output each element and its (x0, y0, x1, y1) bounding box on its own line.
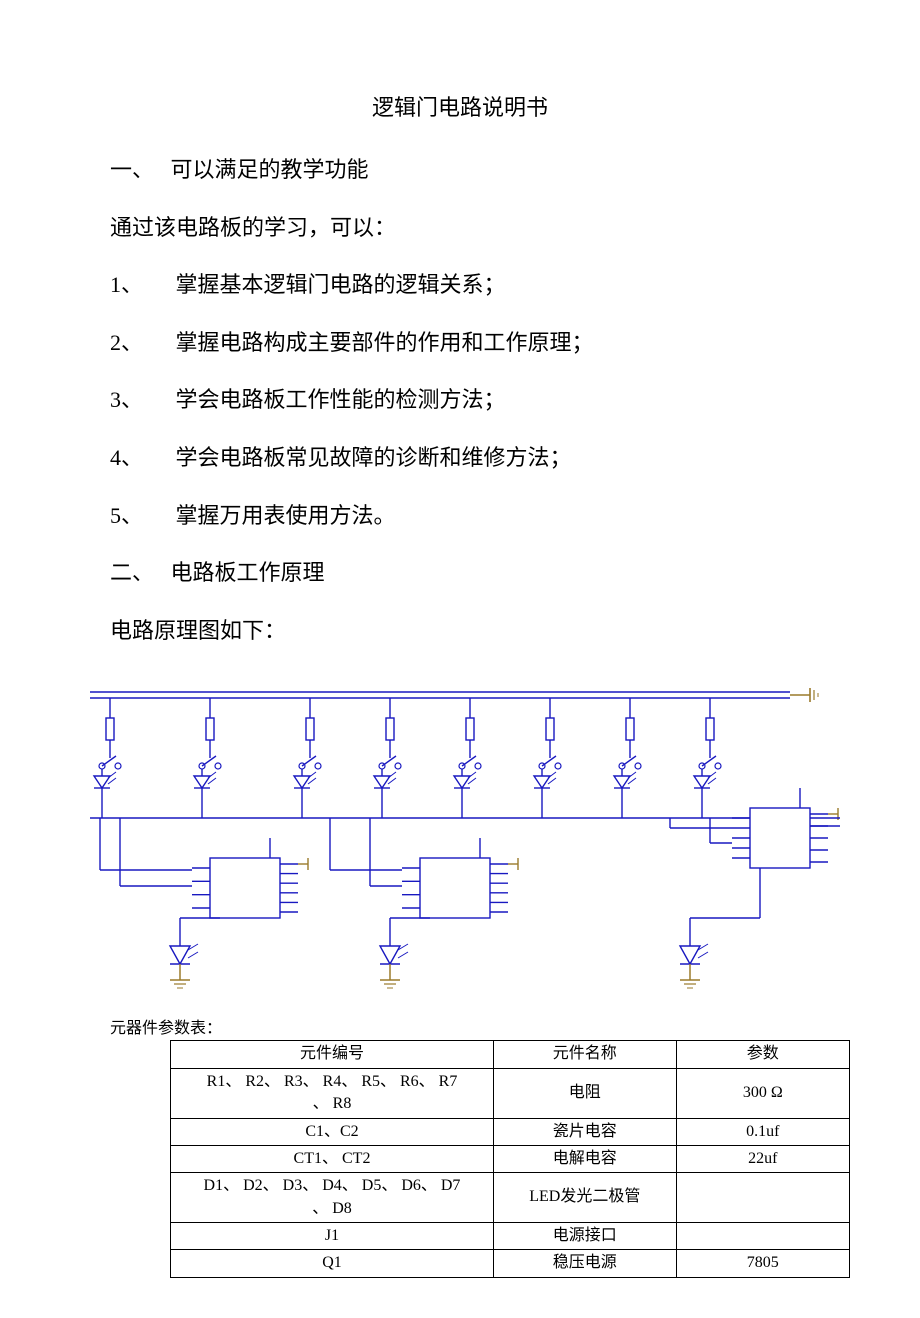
param-table: 元件编号 元件名称 参数 R1、 R2、 R3、 R4、 R5、 R6、 R7、… (170, 1040, 850, 1278)
section-1-intro: 通过该电路板的学习，可以： (110, 208, 810, 248)
item-number: 5、 (110, 496, 170, 536)
section-1-heading-text: 可以满足的教学功能 (171, 157, 369, 182)
table-header-row: 元件编号 元件名称 参数 (171, 1041, 850, 1068)
col-header: 参数 (676, 1041, 849, 1068)
table-cell: 电源接口 (494, 1223, 677, 1250)
table-cell: 瓷片电容 (494, 1118, 677, 1145)
item-number: 1、 (110, 265, 170, 305)
col-header: 元件名称 (494, 1041, 677, 1068)
param-table-caption: 元器件参数表： (110, 1014, 810, 1038)
list-item: 1、 掌握基本逻辑门电路的逻辑关系； (110, 265, 810, 305)
table-cell: CT1、 CT2 (171, 1145, 494, 1172)
table-cell: 0.1uf (676, 1118, 849, 1145)
item-text: 掌握基本逻辑门电路的逻辑关系； (176, 272, 506, 297)
section-2-intro: 电路原理图如下： (110, 611, 810, 651)
table-cell: 稳压电源 (494, 1250, 677, 1277)
table-cell: C1、C2 (171, 1118, 494, 1145)
table-cell (676, 1223, 849, 1250)
list-item: 3、 学会电路板工作性能的检测方法； (110, 380, 810, 420)
table-cell: 电解电容 (494, 1145, 677, 1172)
table-row: D1、 D2、 D3、 D4、 D5、 D6、 D7、 D8LED发光二极管 (171, 1173, 850, 1223)
item-number: 2、 (110, 323, 170, 363)
item-text: 掌握电路构成主要部件的作用和工作原理； (176, 330, 594, 355)
document-title: 逻辑门电路说明书 (110, 90, 810, 122)
section-2-heading: 二、 电路板工作原理 (110, 553, 810, 593)
col-header: 元件编号 (171, 1041, 494, 1068)
item-text: 学会电路板工作性能的检测方法； (176, 387, 506, 412)
table-row: R1、 R2、 R3、 R4、 R5、 R6、 R7、 R8电阻300 Ω (171, 1068, 850, 1118)
table-cell: 22uf (676, 1145, 849, 1172)
list-item: 5、 掌握万用表使用方法。 (110, 496, 810, 536)
item-number: 3、 (110, 380, 170, 420)
table-cell: R1、 R2、 R3、 R4、 R5、 R6、 R7、 R8 (171, 1068, 494, 1118)
table-cell: D1、 D2、 D3、 D4、 D5、 D6、 D7、 D8 (171, 1173, 494, 1223)
table-cell: J1 (171, 1223, 494, 1250)
table-row: CT1、 CT2电解电容22uf (171, 1145, 850, 1172)
circuit-schematic (70, 668, 850, 1008)
table-row: Q1稳压电源7805 (171, 1250, 850, 1277)
list-item: 2、 掌握电路构成主要部件的作用和工作原理； (110, 323, 810, 363)
item-text: 掌握万用表使用方法。 (176, 503, 396, 528)
section-2-heading-text: 电路板工作原理 (171, 560, 325, 585)
table-cell: 电阻 (494, 1068, 677, 1118)
section-2-prefix: 二、 (110, 560, 154, 585)
table-cell: Q1 (171, 1250, 494, 1277)
item-number: 4、 (110, 438, 170, 478)
section-1-prefix: 一、 (110, 157, 154, 182)
section-1-heading: 一、 可以满足的教学功能 (110, 150, 810, 190)
table-cell: LED发光二极管 (494, 1173, 677, 1223)
table-cell: 300 Ω (676, 1068, 849, 1118)
table-cell: 7805 (676, 1250, 849, 1277)
table-row: C1、C2瓷片电容0.1uf (171, 1118, 850, 1145)
list-item: 4、 学会电路板常见故障的诊断和维修方法； (110, 438, 810, 478)
table-row: J1电源接口 (171, 1223, 850, 1250)
item-text: 学会电路板常见故障的诊断和维修方法； (176, 445, 572, 470)
table-cell (676, 1173, 849, 1223)
